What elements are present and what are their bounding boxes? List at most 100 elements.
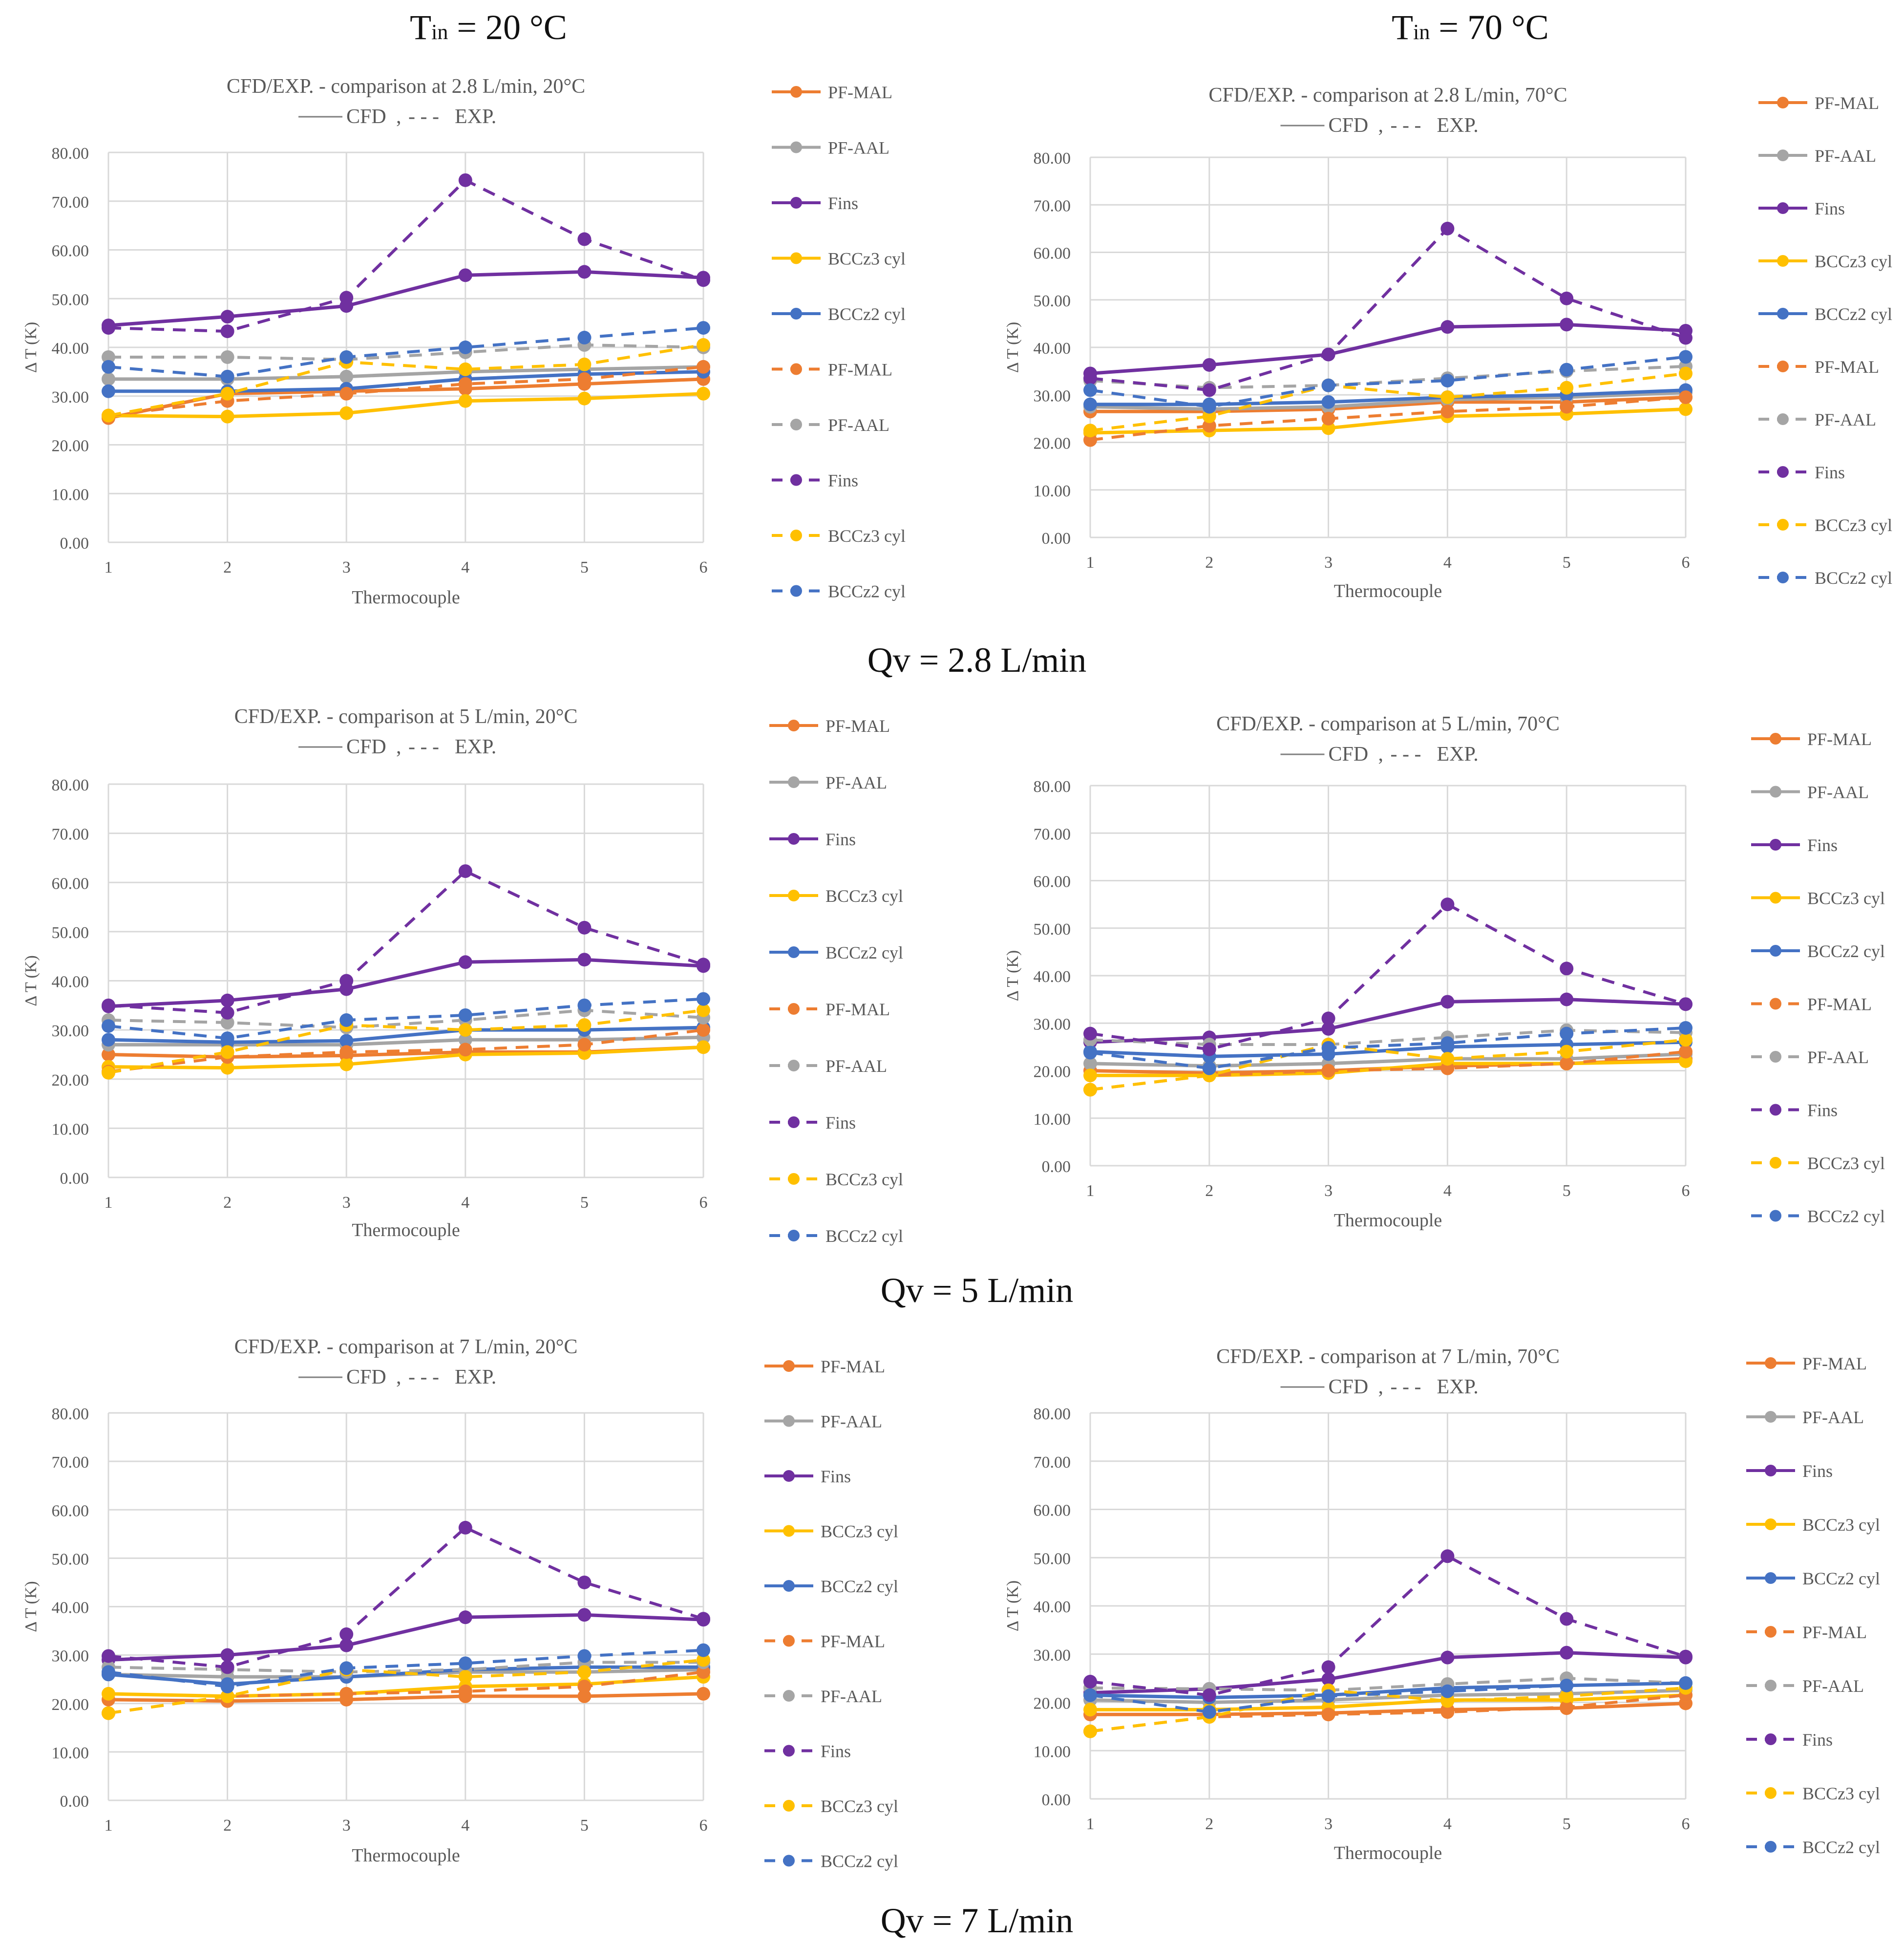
data-point (1083, 1026, 1097, 1041)
data-point (1560, 291, 1574, 305)
legend-entry: PF-MAL (764, 1357, 885, 1376)
data-point (577, 357, 592, 371)
legend-marker (1765, 1626, 1777, 1638)
data-point (1202, 409, 1216, 424)
legend-marker (1777, 519, 1789, 531)
row-label-2-8: Qv = 2.8 L/min (867, 641, 1087, 680)
legend-entry: Fins (764, 1467, 851, 1486)
data-point (458, 1033, 472, 1047)
legend-label: PF-MAL (1807, 729, 1872, 749)
legend-marker (790, 86, 802, 98)
data-point (339, 1638, 354, 1652)
legend-label: Fins (821, 1467, 851, 1486)
data-point (1083, 1688, 1097, 1702)
legend-label: PF-MAL (821, 1632, 885, 1651)
legend-marker (1770, 733, 1781, 745)
subtitle-cfd-label: CFD (1329, 114, 1369, 137)
y-tick-label: 80.00 (1034, 1405, 1071, 1423)
series-line (1090, 1677, 1686, 1692)
data-point (1440, 1705, 1455, 1719)
legend-label: Fins (828, 193, 858, 213)
data-point (102, 1706, 115, 1720)
subtitle-exp-label: EXP. (455, 736, 496, 758)
legend-marker (790, 197, 802, 209)
data-point (102, 998, 115, 1012)
legend-marker (790, 419, 802, 430)
column-header-20c-subscript: in (431, 20, 448, 44)
x-tick-label: 1 (105, 1194, 113, 1212)
data-point (577, 998, 592, 1012)
data-point (339, 1045, 354, 1059)
x-tick-label: 6 (1682, 554, 1690, 572)
legend-marker (788, 720, 800, 731)
chart-title: CFD/EXP. - comparison at 7 L/min, 20°C (234, 1336, 578, 1358)
series-line (108, 1526, 704, 1669)
data-point (339, 406, 354, 420)
data-point (458, 1610, 472, 1624)
legend-entry: PF-MAL (1746, 1623, 1867, 1642)
y-tick-label: 40.00 (1034, 1598, 1071, 1616)
x-tick-label: 1 (1086, 1182, 1095, 1200)
legend-marker (788, 776, 800, 788)
legend-marker (790, 252, 802, 264)
x-tick-label: 2 (1205, 554, 1213, 572)
y-tick-label: 70.00 (1034, 825, 1071, 843)
series-line (1090, 1693, 1686, 1733)
series-line (108, 958, 704, 1008)
subtitle-exp-label: EXP. (1437, 743, 1479, 766)
legend-entry: PF-AAL (772, 138, 889, 158)
data-point (1440, 897, 1455, 912)
legend-marker (790, 585, 802, 597)
data-point (1083, 1724, 1097, 1738)
data-point (220, 1031, 234, 1046)
legend-label: PF-MAL (1807, 995, 1872, 1014)
data-point (1440, 390, 1455, 405)
y-tick-label: 70.00 (52, 826, 89, 844)
legend-marker (788, 833, 800, 845)
legend-marker (783, 1800, 795, 1812)
data-point (102, 350, 115, 364)
series-line (1090, 364, 1686, 389)
y-tick-label: 0.00 (1042, 530, 1071, 548)
data-point (1679, 1649, 1692, 1664)
legend-entry: PF-MAL (772, 83, 892, 102)
subtitle-cfd-label: CFD (346, 1366, 386, 1388)
series-line (1090, 355, 1686, 408)
legend-marker (790, 141, 802, 153)
column-header-70c: Tin = 70 °C (1392, 8, 1549, 47)
data-point (1321, 1672, 1335, 1687)
data-point (339, 1057, 354, 1071)
series-pf-mal-exp (1083, 390, 1692, 447)
series-line (108, 1025, 704, 1044)
legend-entry: PF-AAL (1746, 1408, 1864, 1427)
legend-label: BCCz2 cyl (1815, 568, 1892, 588)
data-point (697, 1643, 710, 1657)
legend-label: BCCz3 cyl (1807, 889, 1885, 908)
data-point (458, 377, 472, 391)
legend-marker (783, 1635, 795, 1647)
y-tick-label: 60.00 (52, 242, 89, 260)
x-tick-label: 2 (1205, 1182, 1213, 1200)
x-tick-label: 1 (105, 558, 113, 576)
data-point (1083, 397, 1097, 411)
data-point (577, 265, 592, 279)
data-point (102, 321, 115, 335)
y-tick-label: 50.00 (1034, 292, 1071, 310)
legend-marker (1777, 361, 1789, 372)
data-point (1560, 1045, 1574, 1059)
data-point (458, 341, 472, 354)
legend-label: PF-AAL (1815, 410, 1876, 429)
series-line (108, 365, 704, 417)
data-point (1679, 1054, 1692, 1068)
legend-entry: BCCz2 cyl (1746, 1569, 1880, 1588)
y-tick-label: 80.00 (1034, 149, 1071, 168)
data-point (1083, 1068, 1097, 1083)
x-tick-label: 4 (461, 558, 469, 576)
legend-entry: Fins (764, 1742, 851, 1761)
legend-marker (1770, 892, 1781, 904)
data-point (1202, 1705, 1216, 1719)
legend-entry: BCCz3 cyl (769, 886, 903, 906)
y-tick-label: 0.00 (60, 534, 89, 553)
data-point (1560, 1678, 1574, 1692)
data-point (1321, 1660, 1335, 1674)
